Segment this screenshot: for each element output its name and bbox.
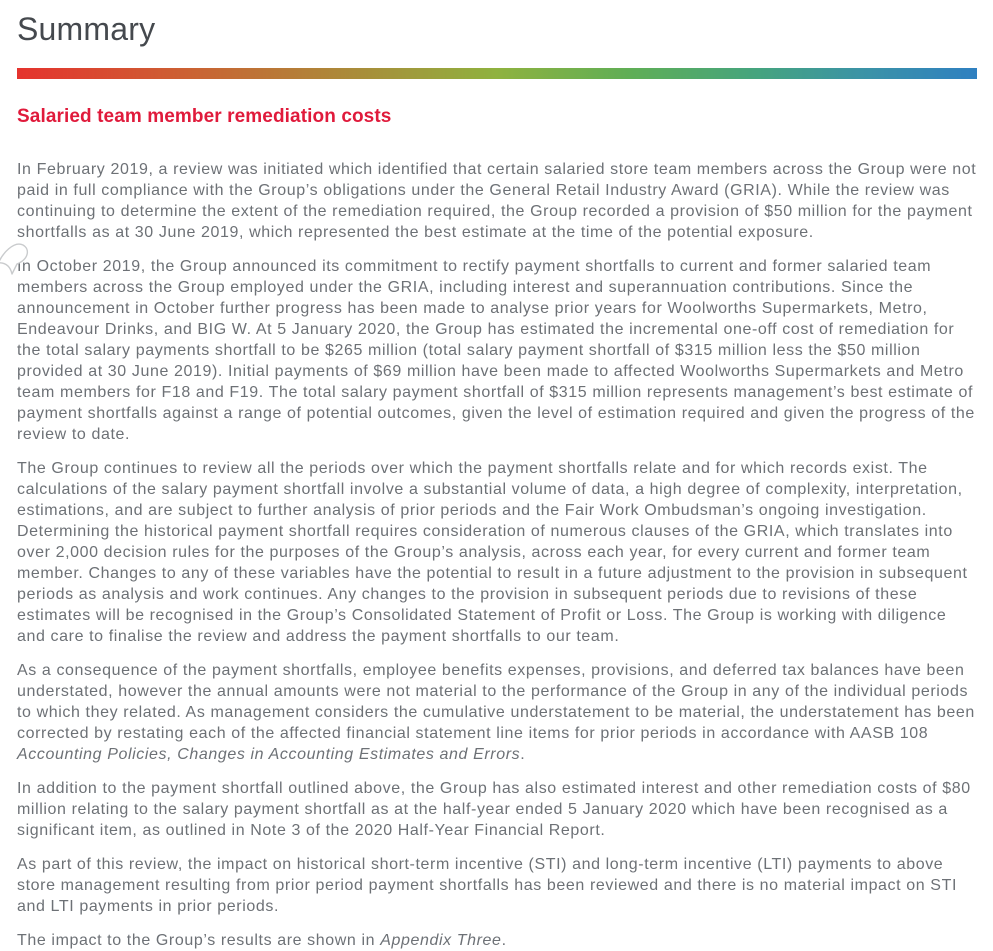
paragraph-text-segment: In addition to the payment shortfall out… — [17, 779, 971, 839]
paragraph-text-segment: . — [520, 745, 526, 763]
section-heading: Salaried team member remediation costs — [17, 106, 392, 128]
paragraph-text-segment: As a consequence of the payment shortfal… — [17, 661, 975, 742]
page-title: Summary — [17, 11, 156, 47]
paragraph-text-segment: In October 2019, the Group announced its… — [17, 257, 975, 443]
paragraph-text-segment: In February 2019, a review was initiated… — [17, 160, 977, 241]
paragraph-text-segment: The Group continues to review all the pe… — [17, 459, 968, 645]
paragraph: As a consequence of the payment shortfal… — [17, 660, 977, 765]
paragraph-text-segment: The impact to the Group’s results are sh… — [17, 931, 381, 949]
paragraph: As part of this review, the impact on hi… — [17, 854, 977, 917]
body-text: In February 2019, a review was initiated… — [17, 159, 977, 951]
paragraph: In February 2019, a review was initiated… — [17, 159, 977, 243]
paragraph: The impact to the Group’s results are sh… — [17, 930, 977, 951]
paragraph: The Group continues to review all the pe… — [17, 458, 977, 647]
paragraph-text-segment: Appendix Three — [380, 931, 502, 949]
divider-bar — [17, 68, 977, 80]
paragraph-text-segment: Accounting Policies, Changes in Accounti… — [17, 745, 521, 763]
paragraph-text-segment: . — [501, 931, 507, 949]
paragraph: In October 2019, the Group announced its… — [17, 256, 977, 445]
paragraph-text-segment: As part of this review, the impact on hi… — [17, 855, 957, 915]
paragraph: In addition to the payment shortfall out… — [17, 778, 977, 841]
